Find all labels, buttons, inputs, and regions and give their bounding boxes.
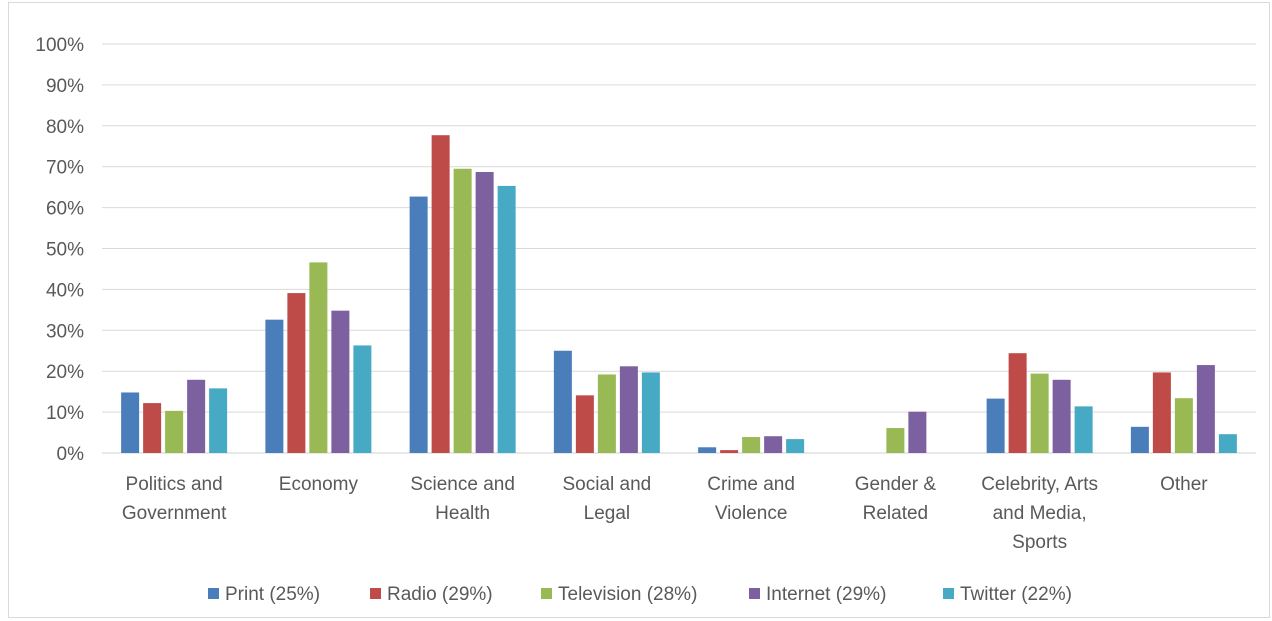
y-tick-label: 60% — [46, 199, 84, 220]
legend-swatch — [749, 588, 760, 599]
bar — [1008, 353, 1027, 453]
category-label: Science and — [410, 474, 515, 495]
y-tick-label: 100% — [35, 35, 84, 56]
bar — [720, 450, 739, 453]
category-label: Legal — [584, 503, 631, 524]
bar — [886, 428, 905, 453]
y-tick-label: 80% — [46, 117, 84, 138]
legend-label: Print (25%) — [225, 584, 320, 605]
category-label: Politics and — [126, 474, 223, 495]
bar — [475, 172, 494, 453]
bar — [1052, 379, 1071, 453]
y-tick-label: 30% — [46, 321, 84, 342]
bar — [331, 310, 350, 453]
bar — [597, 374, 616, 453]
bar — [187, 379, 206, 453]
bar — [121, 392, 140, 453]
category-label: Gender & — [855, 474, 937, 495]
category-label: Celebrity, Arts — [981, 474, 1098, 495]
bar — [453, 168, 472, 453]
bar — [143, 403, 162, 453]
bar — [409, 196, 428, 453]
bar — [1174, 398, 1193, 453]
legend-label: Twitter (22%) — [960, 584, 1072, 605]
category-label: Related — [863, 503, 929, 524]
bar — [764, 436, 783, 453]
bar — [619, 366, 638, 453]
bar — [1030, 373, 1049, 453]
bar — [287, 293, 306, 453]
y-tick-label: 20% — [46, 362, 84, 383]
chart-frame — [8, 2, 1270, 618]
legend-label: Internet (29%) — [766, 584, 886, 605]
bar — [1152, 372, 1171, 453]
bar — [497, 185, 516, 453]
category-label: Other — [1160, 474, 1208, 495]
bar — [209, 388, 228, 453]
bar — [698, 447, 717, 453]
bar — [786, 439, 805, 453]
bar — [986, 398, 1005, 453]
bar — [1218, 434, 1237, 453]
category-label: Sports — [1012, 532, 1067, 553]
category-label: Health — [435, 503, 490, 524]
bar — [309, 262, 328, 453]
legend-swatch — [370, 588, 381, 599]
bar — [641, 372, 660, 453]
y-tick-label: 40% — [46, 280, 84, 301]
y-tick-label: 10% — [46, 403, 84, 424]
bar — [165, 410, 184, 453]
bar — [265, 319, 284, 453]
category-label: Economy — [279, 474, 359, 495]
legend-swatch — [943, 588, 954, 599]
bar — [1196, 365, 1215, 453]
y-tick-label: 70% — [46, 158, 84, 179]
legend-swatch — [541, 588, 552, 599]
legend-swatch — [208, 588, 219, 599]
bar — [553, 350, 572, 453]
bar — [431, 135, 450, 453]
bar — [353, 345, 372, 453]
legend-label: Radio (29%) — [387, 584, 493, 605]
bar — [908, 411, 927, 453]
category-label: Crime and — [707, 474, 795, 495]
category-label: and Media, — [993, 503, 1087, 524]
y-tick-label: 50% — [46, 240, 84, 261]
y-tick-label: 0% — [57, 444, 85, 465]
bar — [575, 395, 594, 453]
category-label: Social and — [563, 474, 652, 495]
bar — [1074, 406, 1093, 453]
bar — [742, 437, 761, 453]
category-label: Government — [122, 503, 227, 524]
category-label: Violence — [715, 503, 788, 524]
bar — [1130, 426, 1149, 453]
y-tick-label: 90% — [46, 76, 84, 97]
legend-label: Television (28%) — [558, 584, 697, 605]
